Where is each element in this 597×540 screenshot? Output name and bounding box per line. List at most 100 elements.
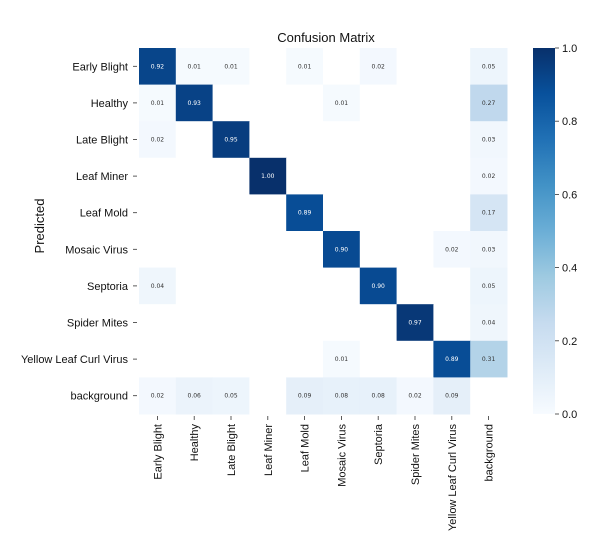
row-label: Yellow Leaf Curl Virus [21,354,129,366]
cell-value-label: 0.02 [482,173,496,180]
heatmap-cell [433,304,471,342]
heatmap-cell [249,84,287,122]
row-label: Spider Mites [67,318,129,330]
heatmap-cell [359,304,398,342]
heatmap-cell [396,340,434,378]
heatmap-cell [286,304,324,342]
heatmap-cell [396,48,434,86]
cell-value-label: 0.04 [151,283,165,290]
heatmap-cell [249,48,287,86]
heatmap-cell [286,84,324,122]
cell-value-label: 0.89 [445,356,459,363]
heatmap-cell [396,377,434,415]
heatmap-cell [323,304,361,342]
colorbar-tick-label: 0.8 [562,116,577,128]
cell-value-label: 0.93 [188,100,202,107]
cell-value-label: 0.05 [482,63,496,70]
heatmap-cell [433,157,471,195]
column-label: Septoria [373,423,385,465]
heatmap-cell [323,84,361,122]
heatmap-cell [433,84,471,122]
heatmap-cell [175,157,214,195]
cell-value-label: 0.01 [188,63,202,70]
heatmap-cell [470,48,508,86]
cell-value-label: 0.03 [482,246,496,253]
cell-value-label: 0.08 [335,393,349,400]
cell-value-label: 1.00 [261,173,275,180]
colorbar-tick-label: 0.4 [562,263,577,275]
heatmap-cell [212,267,250,305]
heatmap-cell [470,157,508,195]
heatmap-cell [175,304,214,342]
heatmap-cell [470,304,508,342]
heatmap-cell [470,194,508,232]
colorbar-tick-label: 0.0 [562,409,577,421]
column-label: Late Blight [226,424,238,476]
row-label: background [71,391,129,403]
cell-value-label: 0.02 [151,137,165,144]
heatmap-cell [433,121,471,159]
row-label: Mosaic Virus [65,244,128,256]
cell-value-label: 0.31 [482,356,496,363]
heatmap-cell [175,231,214,269]
heatmap-cell [249,304,287,342]
heatmap-cell [396,231,434,269]
y-axis-label: Predicted [32,199,47,254]
heatmap-cell [212,377,250,415]
column-label: Leaf Mold [300,424,312,472]
cell-value-label: 0.05 [224,393,238,400]
heatmap-cell [470,231,508,269]
heatmap-cell [396,121,434,159]
heatmap-cell [323,231,361,269]
heatmap-cell [396,157,434,195]
heatmap-cell [323,157,361,195]
heatmap-cell [139,194,177,232]
heatmap-cell [139,84,177,122]
heatmap-cell [249,157,287,195]
colorbar-ticks: 0.0 0.2 0.4 0.6 0.8 1.0 [555,43,577,421]
heatmap-cell [175,194,214,232]
row-label: Leaf Miner [76,171,128,183]
heatmap-cell [286,157,324,195]
cell-value-label: 0.17 [482,210,496,217]
row-tick-labels: Early Blight Healthy Late Blight Leaf Miner… [21,61,137,403]
heatmap-cell [323,194,361,232]
row-label: Late Blight [76,135,128,147]
heatmap-cell [323,340,361,378]
heatmap-cell [212,48,250,86]
heatmap-cell [359,231,398,269]
heatmap-cell [212,121,250,159]
heatmap-cell [212,340,250,378]
cell-value-label: 0.02 [151,393,165,400]
heatmap-cell [212,157,250,195]
heatmap-cell [396,304,434,342]
column-label: Mosaic Virus [336,424,348,487]
cell-value-label: 0.01 [335,356,349,363]
cell-value-label: 0.05 [482,283,496,290]
heatmap-cell [433,267,471,305]
heatmap-cell [249,377,287,415]
cell-value-label: 0.01 [298,63,312,70]
column-label: Leaf Miner [263,424,275,476]
heatmap-cell [396,267,434,305]
column-tick-labels: Early Blight Healthy Late Blight Leaf Miner… [152,416,496,531]
cell-value-label: 0.04 [482,320,496,327]
heatmap-cell [212,304,250,342]
heatmap-cell [433,194,471,232]
column-label: Spider Mites [410,424,422,486]
heatmap-cell [433,377,471,415]
heatmap-cell [139,48,177,86]
heatmap-cell [470,121,508,159]
cell-value-label: 0.09 [298,393,312,400]
cell-value-label: 0.97 [408,320,422,327]
heatmap-cell [139,340,177,378]
heatmap-cell [139,231,177,269]
colorbar-tick-label: 0.6 [562,189,577,201]
chart-title: Confusion Matrix [277,30,375,45]
cell-value-label: 0.01 [335,100,349,107]
heatmap-cell [359,157,398,195]
heatmap-cell [359,84,398,122]
heatmap-cell [249,340,287,378]
heatmap-cell [139,157,177,195]
